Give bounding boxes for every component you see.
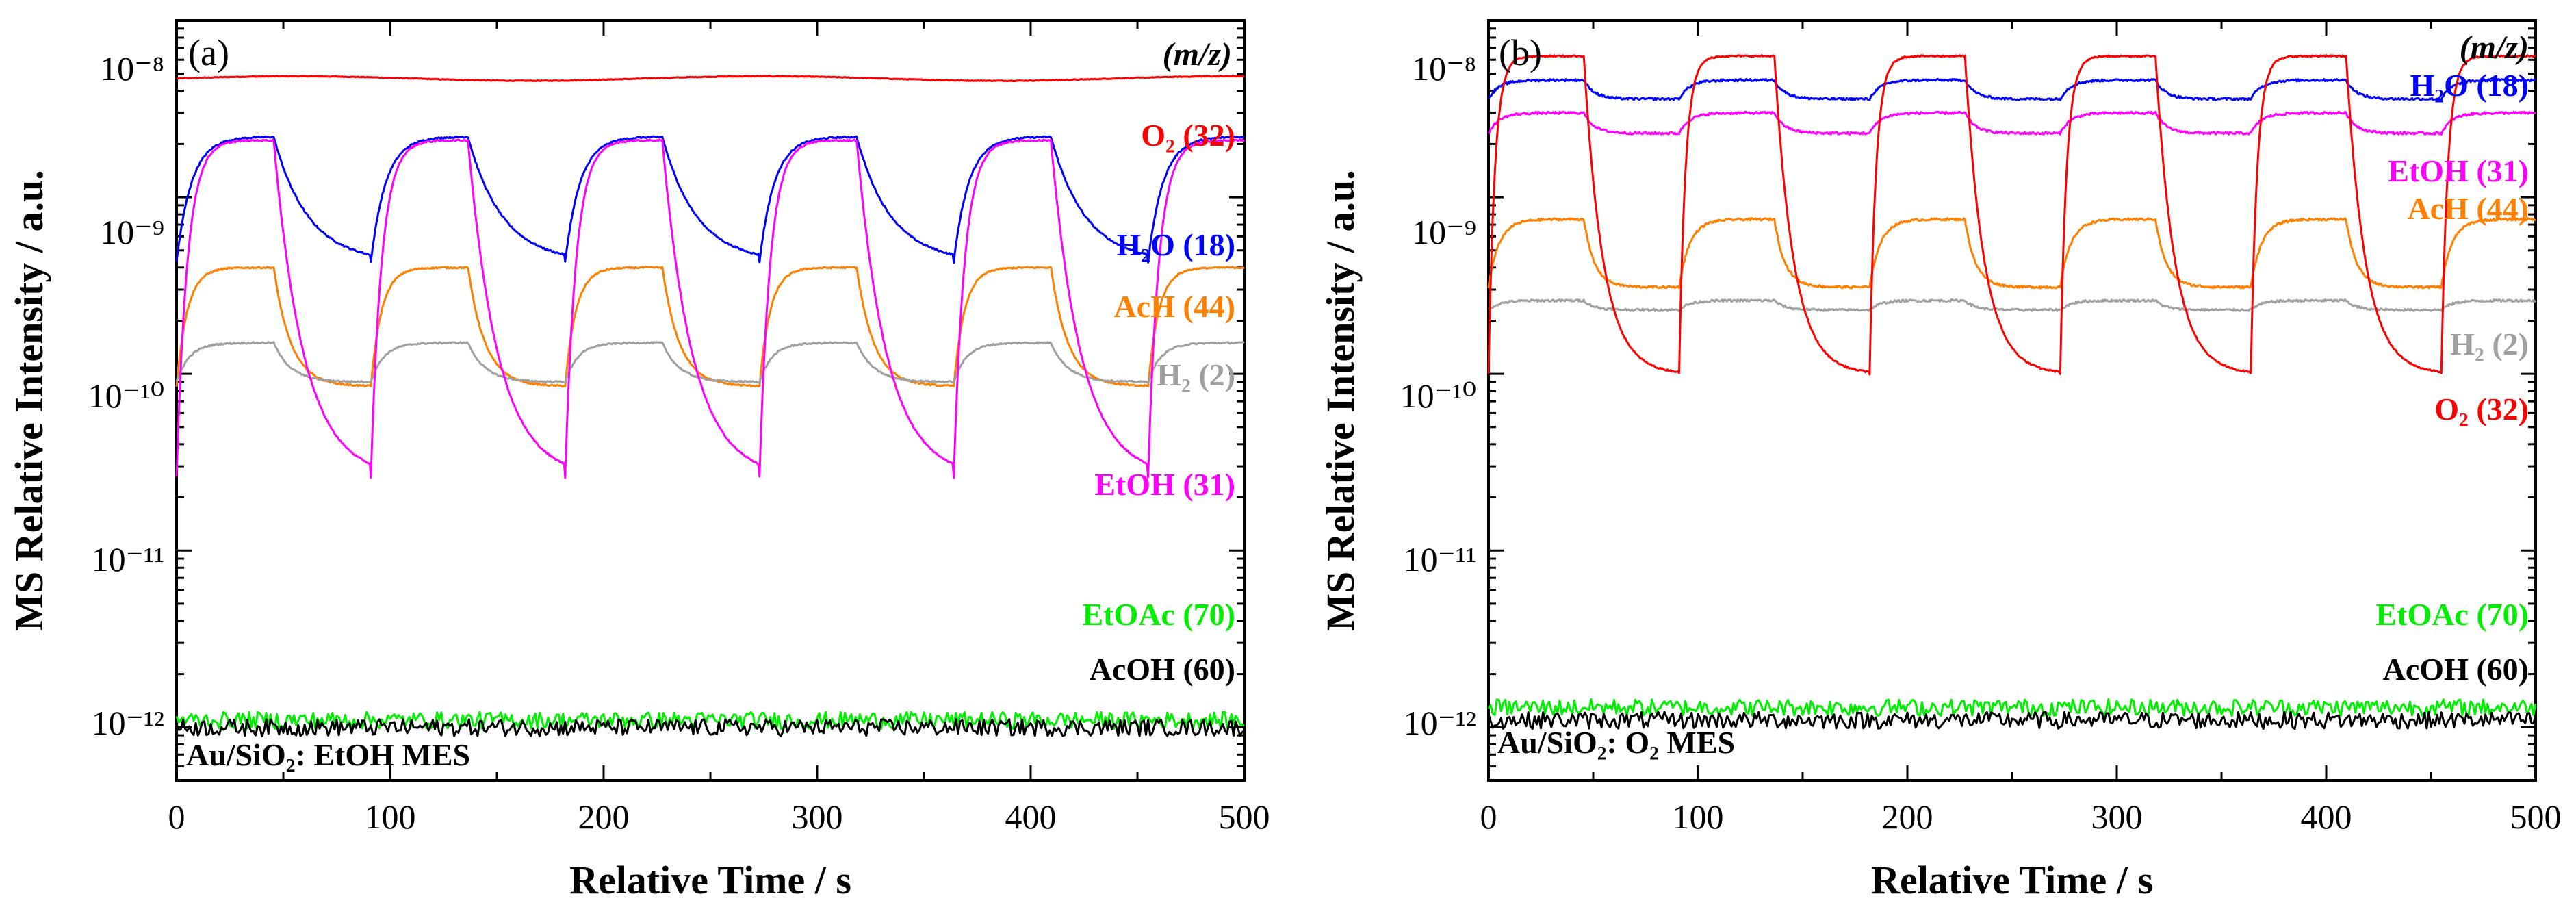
mz-header: (m/z) <box>2460 29 2529 66</box>
panel-label: (a) <box>188 32 229 73</box>
y-axis-title: MS Relative Intensity / a.u. <box>7 170 51 630</box>
ticks-b <box>1487 19 2537 782</box>
x-tick-label: 200 <box>578 798 630 836</box>
y-tick-label: 10⁻⁸ <box>1412 49 1476 88</box>
series-line-etoh <box>175 138 1245 479</box>
plot-frame-a <box>175 19 1246 782</box>
x-tick-label: 300 <box>2091 798 2143 836</box>
series-line-o2 <box>1487 54 2536 376</box>
series-label-o2: O₂ (32) <box>2434 392 2529 426</box>
x-axis-title: Relative Time / s <box>1871 858 2153 902</box>
x-tick-label: 400 <box>2301 798 2352 836</box>
series-line-h2o <box>175 135 1245 264</box>
x-tick-label: 500 <box>1219 798 1270 836</box>
y-tick-label: 10⁻¹⁰ <box>1400 377 1476 415</box>
series-line-etoac <box>175 711 1245 730</box>
y-tick-label: 10⁻⁹ <box>100 213 164 251</box>
x-tick-label: 100 <box>1673 798 1724 836</box>
y-tick-label: 10⁻¹² <box>1404 704 1476 742</box>
y-tick-label: 10⁻¹⁰ <box>88 377 164 415</box>
series-line-acoh <box>175 718 1245 737</box>
y-tick-label: 10⁻⁹ <box>1412 213 1476 251</box>
y-tick-label: 10⁻¹¹ <box>92 540 164 578</box>
series-line-etoh <box>1487 110 2536 136</box>
ticks-a <box>175 19 1246 782</box>
series-label-ach: AcH (44) <box>1113 289 1235 324</box>
series-line-h2o <box>1487 77 2536 101</box>
series-label-h2o: H₂O (18) <box>1117 227 1236 262</box>
series-label-o2: O₂ (32) <box>1141 118 1235 153</box>
series-label-h2o: H₂O (18) <box>2410 68 2529 103</box>
panel-caption: Au/SiO₂: EtOH MES <box>186 737 470 772</box>
panel-caption: Au/SiO₂: O₂ MES <box>1497 725 1735 760</box>
panel-label: (b) <box>1499 32 1542 73</box>
series-line-ach <box>175 266 1244 388</box>
series-label-etoh: EtOH (31) <box>2388 153 2529 188</box>
y-tick-label: 10⁻¹² <box>92 704 164 742</box>
series-line-h2 <box>175 341 1245 384</box>
x-tick-label: 500 <box>2510 798 2562 836</box>
y-tick-label: 10⁻¹¹ <box>1404 540 1476 578</box>
series-line-acoh <box>1487 711 2537 730</box>
x-tick-label: 400 <box>1005 798 1057 836</box>
x-tick-label: 100 <box>365 798 416 836</box>
panel-b: 10⁻¹² 10⁻¹¹ 10⁻¹⁰ 10⁻⁹ 10⁻⁸ 0 100 200 30… <box>1318 19 2562 902</box>
y-axis-title: MS Relative Intensity / a.u. <box>1318 170 1363 630</box>
series-label-acoh: AcOH (60) <box>1090 652 1235 687</box>
series-line-h2 <box>1488 298 2536 312</box>
series-lines-b <box>1487 54 2537 730</box>
x-axis-title: Relative Time / s <box>569 858 851 902</box>
series-label-ach: AcH (44) <box>2407 191 2529 226</box>
x-tick-label: 0 <box>1480 798 1497 836</box>
x-tick-label: 200 <box>1882 798 1933 836</box>
x-tick-label: 300 <box>792 798 843 836</box>
mz-header: (m/z) <box>1163 36 1232 73</box>
series-line-etoac <box>1487 698 2537 717</box>
series-label-etoh: EtOH (31) <box>1094 467 1235 502</box>
panel-a: 10⁻¹² 10⁻¹¹ 10⁻¹⁰ 10⁻⁹ 10⁻⁸ 0 100 200 30… <box>7 19 1270 902</box>
series-line-ach <box>1487 217 2536 290</box>
series-label-etoac: EtOAc (70) <box>2375 597 2529 632</box>
plot-frame-b <box>1487 19 2537 782</box>
series-label-etoac: EtOAc (70) <box>1082 597 1235 632</box>
series-line-o2 <box>176 75 1245 83</box>
series-label-h2: H₂ (2) <box>2450 327 2529 361</box>
series-lines-a <box>175 75 1245 737</box>
series-label-h2: H₂ (2) <box>1157 357 1235 392</box>
x-tick-label: 0 <box>168 798 185 836</box>
series-label-acoh: AcOH (60) <box>2383 652 2529 687</box>
y-tick-label: 10⁻⁸ <box>100 49 164 88</box>
